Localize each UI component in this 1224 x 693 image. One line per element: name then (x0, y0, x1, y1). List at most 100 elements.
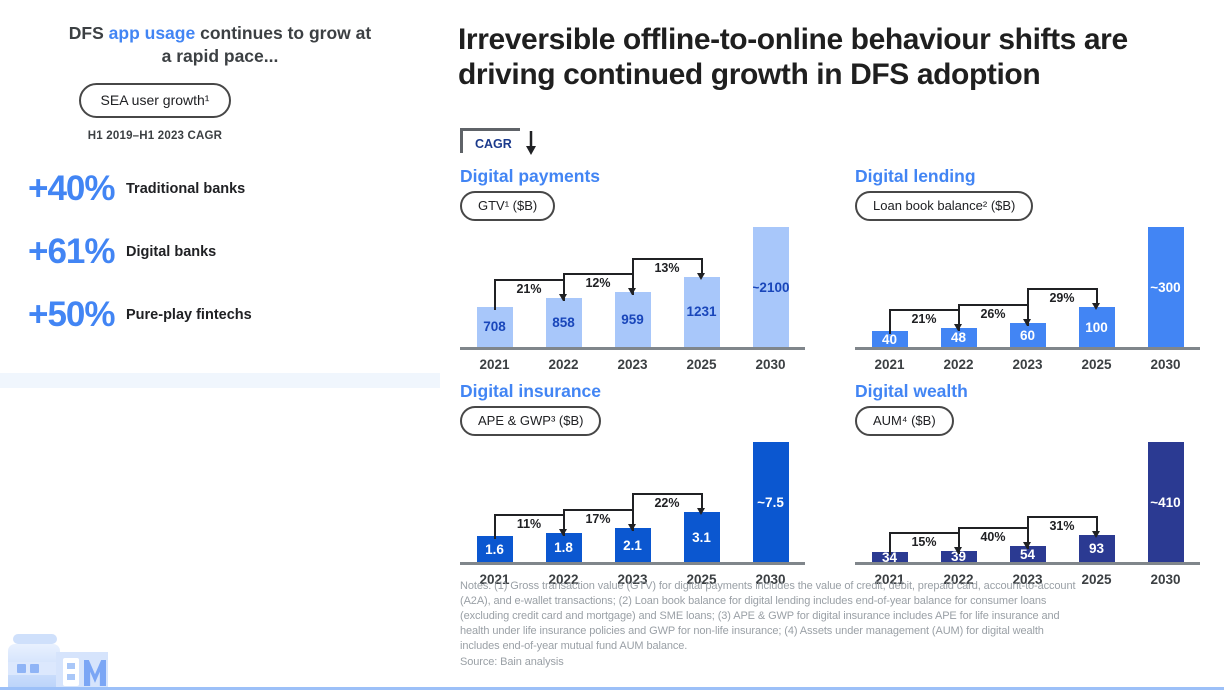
illustration-shape (13, 634, 57, 644)
bar-2021: 40 (871, 331, 908, 347)
cagr-legend-label: CAGR (460, 128, 520, 153)
cagr-bracket (1095, 515, 1098, 531)
bar-plot: 40 48 60 100 ~300 21% 26% 29% (855, 220, 1200, 350)
bar-value-label: 34 (881, 552, 898, 562)
bar-value-label: 1231 (686, 304, 717, 320)
bar-value-label: 39 (950, 550, 967, 562)
bar-value-label: 48 (950, 329, 967, 345)
bottom-rule (0, 687, 1224, 690)
x-axis-labels: 2021 2022 2023 2025 2030 (855, 357, 1200, 372)
stat-label: Traditional banks (126, 181, 246, 197)
bar-2030: ~2100 (752, 227, 789, 347)
main-content: Irreversible offline-to-online behaviour… (458, 0, 1224, 693)
x-tick-label: 2025 (686, 357, 717, 372)
sea-user-growth-pill: SEA user growth¹ (78, 83, 232, 119)
cagr-bracket (562, 273, 634, 276)
cagr-label: 29% (1049, 291, 1075, 305)
cagr-bracket (957, 527, 1029, 530)
bar-2023: 54 (1009, 546, 1046, 562)
cagr-bracket (888, 531, 960, 534)
cagr-bracket (957, 304, 1029, 306)
cagr-bracket (1026, 515, 1029, 550)
accent-strip (0, 373, 440, 388)
cagr-bracket (1026, 288, 1029, 326)
bar-value-label: 1.8 (554, 540, 573, 556)
stat-value: +50% (28, 295, 116, 334)
bar-value-label: 100 (1085, 319, 1108, 335)
cagr-bracket (700, 257, 703, 273)
x-tick-label: 2021 (479, 357, 510, 372)
cagr-bracket (888, 531, 891, 556)
bar-value-label: ~7.5 (757, 494, 784, 510)
headline-highlight: app usage (108, 23, 196, 43)
illustration-shape (17, 664, 26, 673)
cagr-bracket (697, 272, 705, 280)
cagr-bracket (493, 514, 496, 540)
chart-title: Digital insurance (460, 381, 602, 401)
x-tick-label: 2021 (479, 572, 510, 587)
x-tick-label: 2030 (1150, 357, 1181, 372)
chart-title: Digital lending (855, 166, 976, 186)
x-tick-label: 2030 (1150, 572, 1181, 587)
stat-row-traditional-banks: +40% Traditional banks (28, 168, 252, 210)
headline-post: continues to grow at a rapid pace... (161, 23, 372, 67)
bar-2025: 1231 (683, 276, 720, 347)
x-axis-labels: 2021 2022 2023 2025 2030 (460, 357, 805, 372)
cagr-label: 12% (585, 276, 611, 291)
bar-plot: 1.6 1.8 2.1 3.1 ~7.5 11% 17% 22% (460, 435, 805, 565)
metric-pill: Loan book balance² ($B) (855, 191, 1034, 221)
sidebar-headline: DFS app usage continues to grow at a rap… (65, 22, 375, 68)
bar-value-label: 3.1 (692, 529, 711, 545)
illustration-shape (30, 664, 39, 673)
cagr-bracket (631, 493, 634, 532)
bar-2023: 60 (1009, 323, 1046, 347)
bar-value-label: ~2100 (752, 279, 789, 295)
bar-plot: 34 39 54 93 ~410 15% 40% 31% (855, 435, 1200, 565)
cagr-label: 17% (585, 512, 611, 527)
cagr-label: 11% (516, 517, 542, 532)
stat-value: +40% (28, 169, 116, 208)
bar-2022: 1.8 (545, 533, 582, 562)
stat-label: Pure-play fintechs (126, 307, 252, 323)
bar-2023: 2.1 (614, 528, 651, 562)
sidebar: DFS app usage continues to grow at a rap… (0, 0, 440, 693)
x-tick-label: 2025 (1081, 357, 1112, 372)
stat-row-pure-play-fintechs: +50% Pure-play fintechs (28, 294, 252, 336)
footnotes: Notes: (1) Gross transaction value (GTV)… (460, 579, 1084, 670)
chart-digital-wealth: Digital wealth AUM⁴ ($B) 34 39 54 93 ~410 15%… (855, 381, 1205, 591)
cagr-label: 21% (516, 281, 542, 296)
bar-2021: 708 (476, 306, 513, 347)
bar-value-label: ~410 (1150, 494, 1181, 510)
down-arrow-icon (525, 131, 536, 155)
chart-title: Digital wealth (855, 381, 968, 401)
stat-label: Digital banks (126, 244, 217, 260)
cagr-legend: CAGR (460, 128, 537, 156)
x-tick-label: 2021 (874, 572, 905, 587)
bar-value-label: 54 (1019, 546, 1036, 562)
growth-stats: +40% Traditional banks +61% Digital bank… (28, 168, 252, 357)
notes-text: Notes: (1) Gross transaction value (GTV)… (460, 580, 1076, 652)
cagr-bracket (1092, 530, 1100, 538)
x-tick-label: 2022 (943, 572, 974, 587)
cagr-bracket (631, 493, 703, 496)
bar-2022: 48 (940, 327, 977, 347)
bar-2030: ~300 (1147, 227, 1184, 347)
cagr-bracket (562, 509, 634, 512)
source-text: Source: Bain analysis (460, 655, 564, 668)
bar-2021: 34 (871, 552, 908, 562)
cagr-label: 40% (980, 530, 1006, 545)
building-illustration (0, 612, 120, 690)
cagr-bracket (1026, 288, 1098, 290)
x-tick-label: 2025 (1081, 572, 1112, 587)
x-tick-label: 2021 (874, 357, 905, 372)
x-tick-label: 2030 (755, 572, 786, 587)
x-tick-label: 2023 (617, 572, 648, 587)
x-axis-labels: 2021 2022 2023 2025 2030 (855, 572, 1200, 587)
stat-row-digital-banks: +61% Digital banks (28, 231, 252, 273)
bar-2030: ~410 (1147, 442, 1184, 562)
metric-pill: GTV¹ ($B) (460, 191, 556, 221)
cagr-bracket (631, 257, 634, 296)
stat-value: +61% (28, 232, 116, 271)
cagr-period-label: H1 2019–H1 2023 CAGR (87, 130, 223, 143)
